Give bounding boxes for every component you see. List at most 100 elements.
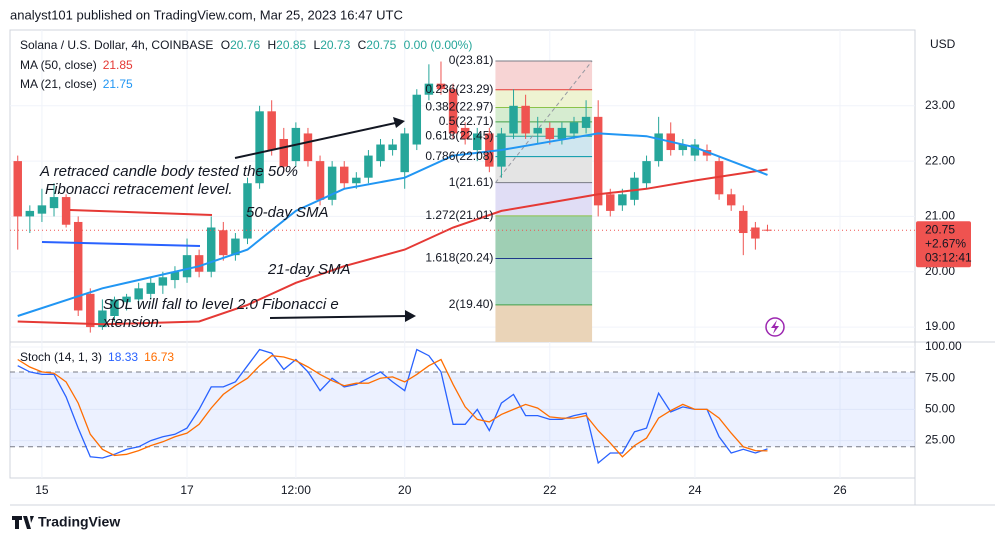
candle-body <box>194 255 204 272</box>
candle-body <box>49 197 59 209</box>
candle-body <box>146 282 155 294</box>
candle-body <box>158 277 168 286</box>
candle-body <box>340 166 349 184</box>
y-tick-label: 22.00 <box>925 153 955 167</box>
candle-body <box>460 127 470 139</box>
candle-body <box>436 83 446 90</box>
fib-label: 1.618(20.24) <box>425 251 493 265</box>
stoch-band <box>10 371 915 447</box>
legend-label: C <box>358 38 367 52</box>
fib-band <box>495 182 593 216</box>
candle-body <box>485 133 494 167</box>
arrow-head <box>405 310 416 322</box>
candle-body <box>327 166 337 200</box>
candle-body <box>182 255 192 278</box>
fib-band <box>495 156 593 183</box>
arrow <box>269 315 411 319</box>
event-icon[interactable] <box>765 317 785 337</box>
candle-body <box>86 293 95 328</box>
candle-body <box>739 210 748 234</box>
candle-body <box>642 161 651 184</box>
y-tick-label: 100.00 <box>925 339 962 353</box>
legend-change: 0.00 (0.00%) <box>404 38 473 52</box>
candle-body <box>557 127 567 139</box>
drawings-under <box>10 30 915 478</box>
arrow-head <box>393 117 405 128</box>
legend-symbol: Solana / U.S. Dollar, 4h, COINBASE O20.7… <box>20 38 472 52</box>
annotation: xtension. <box>102 314 163 331</box>
logo: TradingView <box>12 514 120 530</box>
legend-value: 20.76 <box>230 38 260 52</box>
stoch-line <box>17 348 768 465</box>
candle-body <box>630 177 639 200</box>
ma-legend: MA (21, close) 21.75 <box>20 77 133 91</box>
fib-label: 0.5(22.71) <box>439 114 494 128</box>
candle-body <box>593 116 603 206</box>
fib-label: 0.786(22.08) <box>425 149 493 163</box>
legend-label: O <box>221 38 230 52</box>
legend-label: H <box>267 38 276 52</box>
candle-body <box>122 296 131 303</box>
fib-band <box>495 107 593 122</box>
price-tag-change: +2.67% <box>925 236 966 250</box>
candle-body <box>654 133 663 162</box>
logo-mark <box>12 516 34 529</box>
arrow <box>234 121 401 159</box>
fib-label: 1.272(21.01) <box>425 208 493 222</box>
candle-body <box>412 94 422 145</box>
candle-body <box>98 310 107 328</box>
x-tick-label: 17 <box>180 483 194 497</box>
candle-body <box>231 238 240 256</box>
price-tag-value: 20.75 <box>925 222 955 236</box>
y-tick-label: 75.00 <box>925 370 955 384</box>
candle-body <box>303 133 313 162</box>
y-tick-label: 23.00 <box>925 98 955 112</box>
price-tag-countdown: 03:12:41 <box>925 250 972 264</box>
candle-body <box>581 116 591 128</box>
fib-label: 0.618(22.45) <box>425 128 493 142</box>
annotation: 50-day SMA <box>246 204 329 221</box>
x-tick-label: 20 <box>398 483 412 497</box>
candle-body <box>569 122 579 134</box>
annotation: 21-day SMA <box>267 261 351 278</box>
candle-body <box>606 194 615 211</box>
fib-band <box>495 258 593 305</box>
candle-body <box>219 230 228 256</box>
candle-body <box>763 229 772 231</box>
trend-line <box>69 209 213 216</box>
currency: USD <box>930 37 956 51</box>
candle-body <box>690 144 700 156</box>
stoch-line <box>17 355 768 458</box>
candle-body <box>315 161 325 200</box>
fib-band <box>495 89 593 108</box>
x-tick-label: 24 <box>688 483 702 497</box>
stoch-name: Stoch (14, 1, 3) <box>20 350 102 364</box>
price-tag <box>916 221 971 268</box>
moving-average <box>17 132 768 317</box>
candle-body <box>388 144 397 151</box>
x-tick-label: 22 <box>543 483 557 497</box>
footer-brand: TradingView <box>38 514 120 530</box>
candle-body <box>110 299 119 316</box>
y-tick-label: 25.00 <box>925 433 955 447</box>
candle-body <box>364 155 373 178</box>
candle-body <box>400 133 409 173</box>
fib-label: 2(19.40) <box>449 297 494 311</box>
candle-body <box>13 161 22 217</box>
candle-body <box>279 138 289 167</box>
symbol: Solana / U.S. Dollar, 4h, COINBASE <box>20 38 213 52</box>
candle-body <box>206 227 216 272</box>
candle-body <box>37 205 47 214</box>
stoch-value: 16.73 <box>144 350 174 364</box>
annotation: A retraced candle body tested the 50% <box>39 163 298 180</box>
candle-body <box>134 288 143 300</box>
fib-band <box>495 215 593 259</box>
y-tick-label: 50.00 <box>925 402 955 416</box>
ma-value: 21.75 <box>103 77 133 91</box>
y-tick-label: 21.00 <box>925 209 955 223</box>
x-tick-label: 15 <box>35 483 49 497</box>
candle-body <box>352 177 361 184</box>
ma-legend: MA (50, close) 21.85 <box>20 58 133 72</box>
